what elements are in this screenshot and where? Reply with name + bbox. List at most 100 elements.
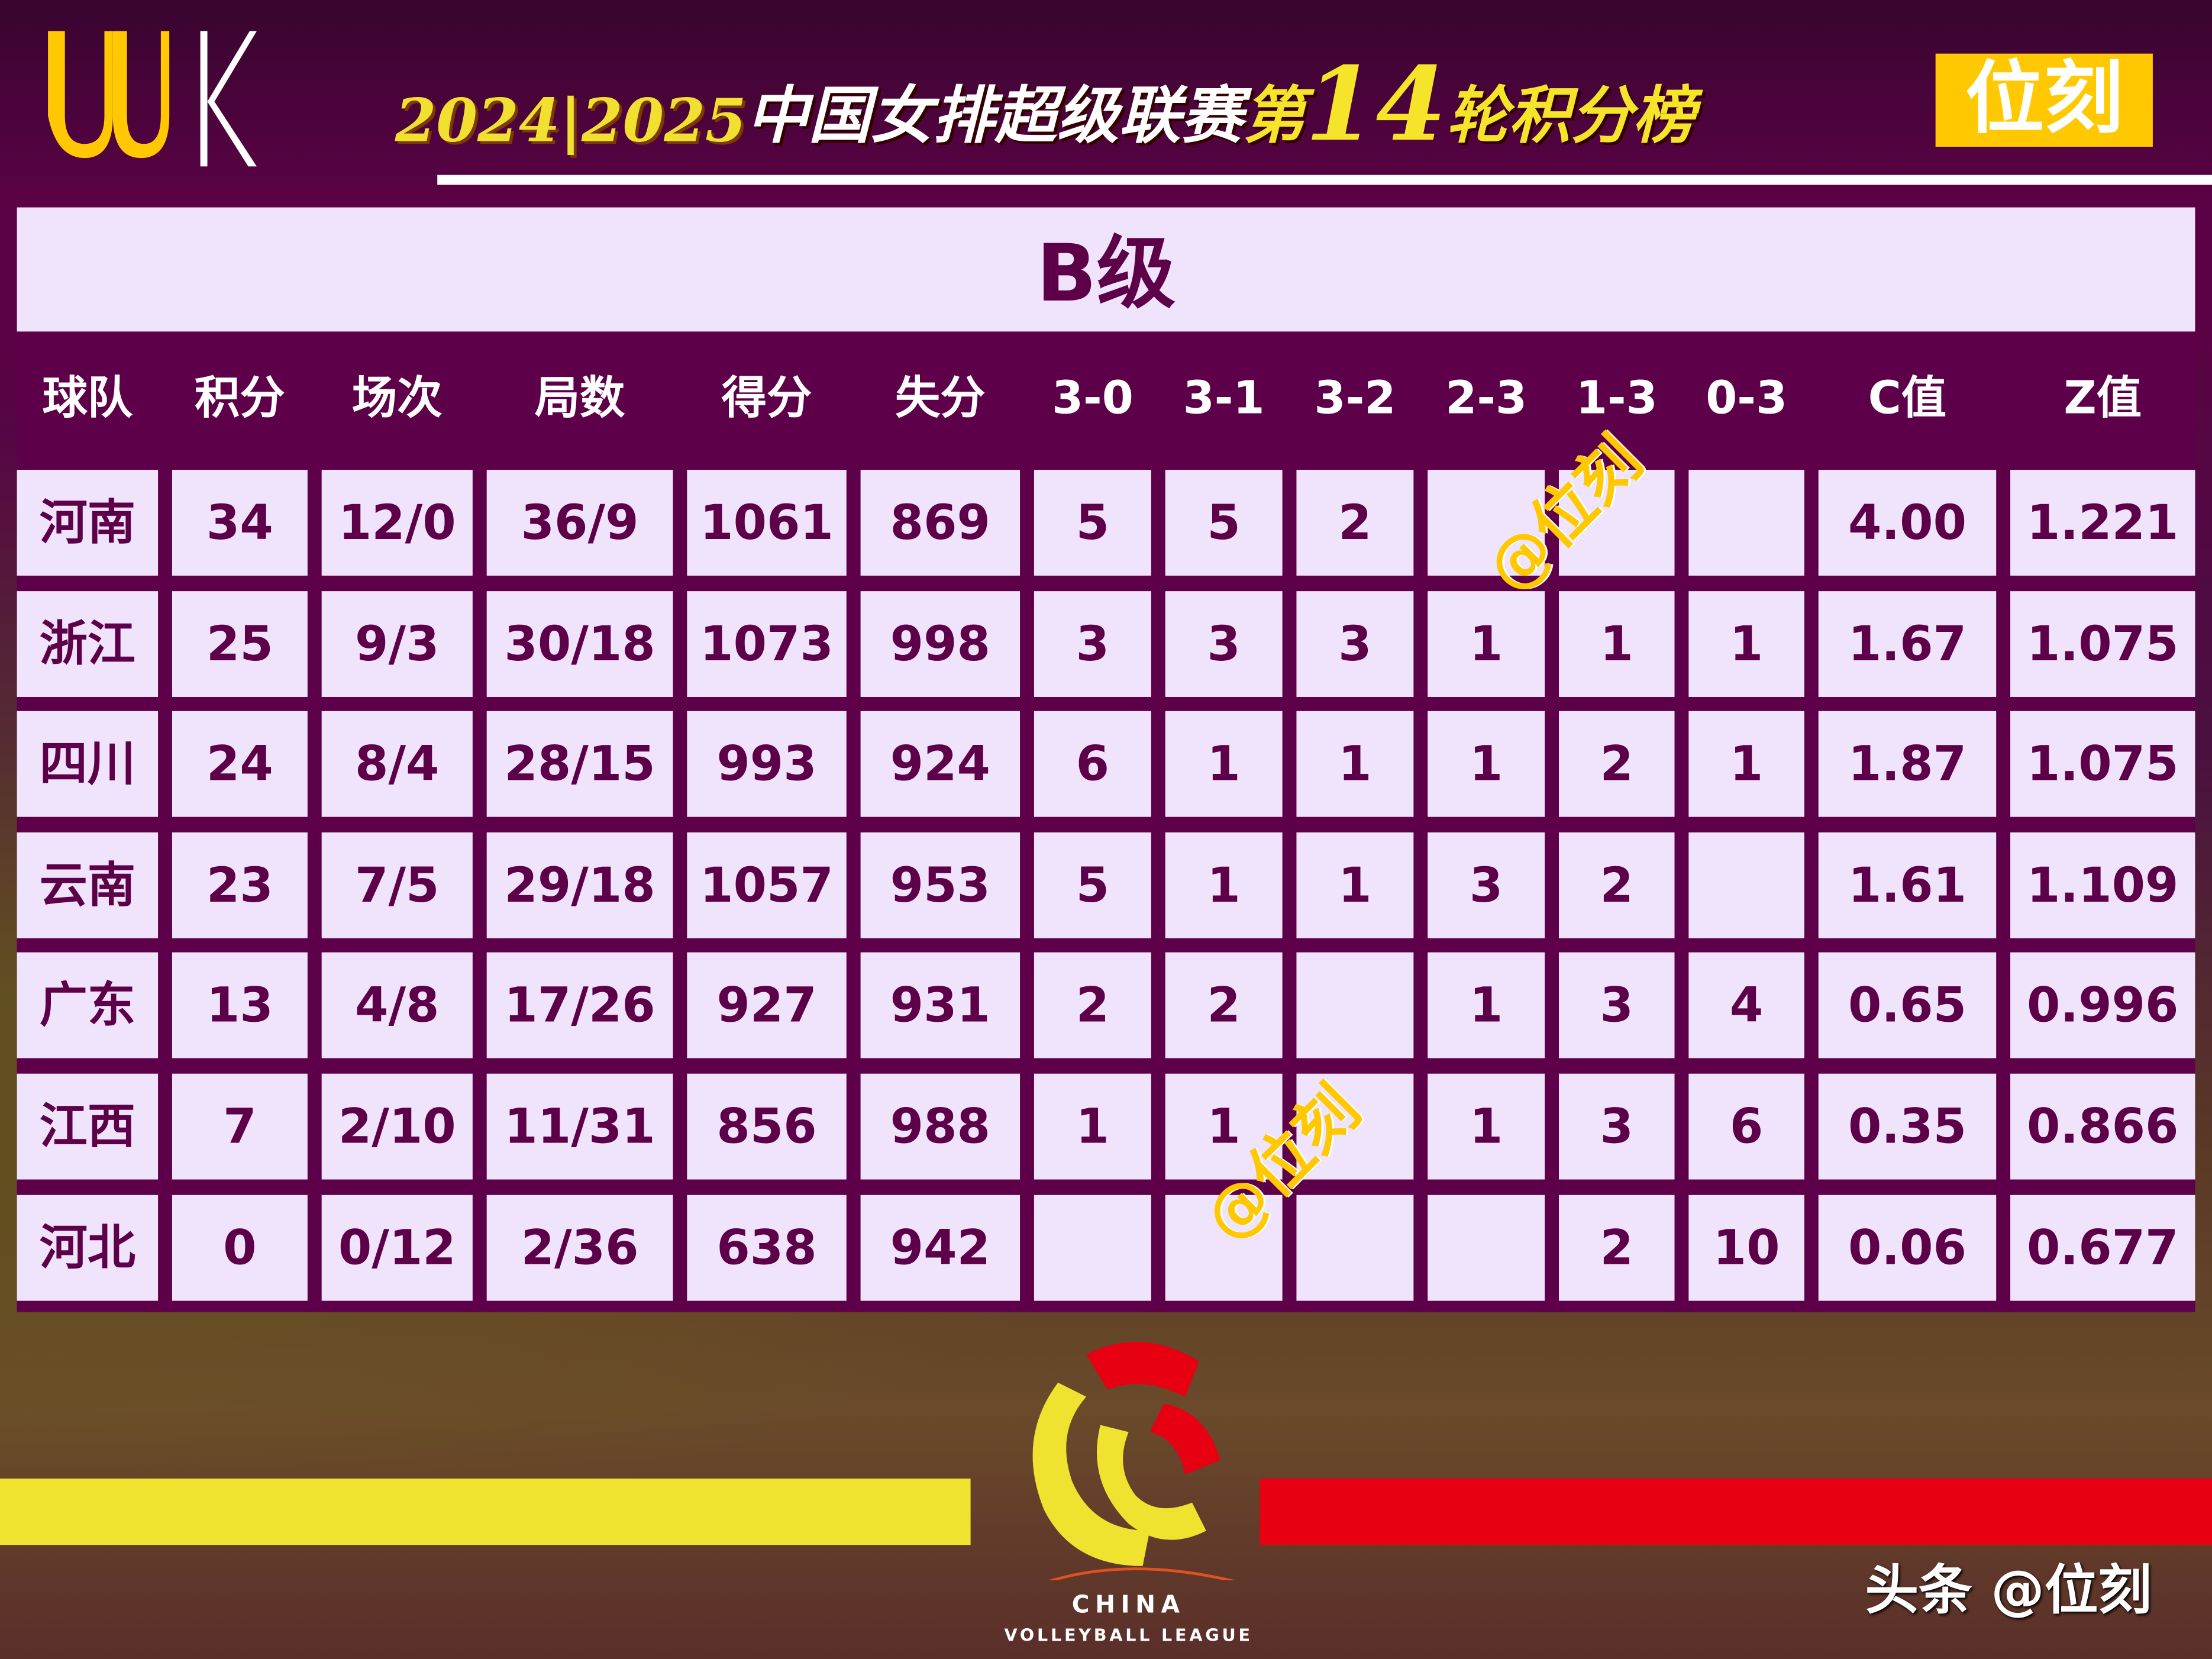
table-cell: 1 bbox=[1165, 711, 1283, 818]
league-logo-line1: CHINA bbox=[1071, 1591, 1186, 1620]
table-cell: 34 bbox=[172, 470, 308, 576]
header-divider bbox=[437, 175, 2212, 185]
title-tail: 轮积分榜 bbox=[1446, 80, 1695, 153]
column-header: 局数 bbox=[534, 371, 625, 425]
table-cell: 1.109 bbox=[2010, 832, 2195, 938]
table-cell: 17/26 bbox=[486, 953, 673, 1059]
table-cell: 1 bbox=[1428, 1073, 1545, 1180]
table-cell: 9/3 bbox=[321, 590, 473, 697]
team-name-cell: 河南 bbox=[17, 470, 159, 576]
table-cell: 1.67 bbox=[1818, 590, 1997, 697]
table-cell: 6 bbox=[1688, 1073, 1804, 1180]
table-cell: 5 bbox=[1034, 832, 1151, 938]
league-name: 中国女排超级联赛 bbox=[746, 80, 1244, 153]
league-logo-line2: VOLLEYBALL LEAGUE bbox=[1004, 1625, 1253, 1645]
table-cell: 5 bbox=[1034, 470, 1151, 576]
table-cell: 10 bbox=[1688, 1194, 1804, 1300]
column-header: 场次 bbox=[351, 371, 443, 425]
table-cell: 4.00 bbox=[1818, 470, 1997, 576]
volleyball-league-logo bbox=[1032, 1342, 1236, 1580]
column-header: C值 bbox=[1868, 371, 1947, 425]
table-cell bbox=[1165, 1194, 1283, 1300]
table-cell bbox=[1296, 953, 1414, 1059]
table-cell: 24 bbox=[172, 711, 308, 818]
table-cell: 30/18 bbox=[486, 590, 673, 697]
table-cell: 0.866 bbox=[2010, 1073, 2195, 1180]
table-cell: 998 bbox=[860, 590, 1021, 697]
column-header: 0-3 bbox=[1706, 371, 1788, 425]
team-name-cell: 广东 bbox=[17, 953, 159, 1059]
table-cell: 1 bbox=[1428, 711, 1545, 818]
table-cell: 5 bbox=[1165, 470, 1283, 576]
team-name-cell: 江西 bbox=[17, 1073, 159, 1180]
table-cell: 1057 bbox=[687, 832, 847, 938]
table-cell: 1 bbox=[1296, 832, 1414, 938]
table-cell: 28/15 bbox=[486, 711, 673, 818]
table-cell: 0/12 bbox=[321, 1194, 473, 1300]
table-cell: 23 bbox=[172, 832, 308, 938]
column-header: 失分 bbox=[895, 371, 986, 425]
table-cell: 2 bbox=[1558, 1194, 1675, 1300]
table-cell: 1.221 bbox=[2010, 470, 2195, 576]
table-cell: 3 bbox=[1558, 953, 1675, 1059]
table-cell bbox=[1688, 470, 1804, 576]
table-cell: 6 bbox=[1034, 711, 1151, 818]
table-cell: 36/9 bbox=[486, 470, 673, 576]
table-cell: 13 bbox=[172, 953, 308, 1059]
table-cell bbox=[1428, 1194, 1545, 1300]
table-cell: 3 bbox=[1165, 590, 1283, 697]
table-cell bbox=[1034, 1194, 1151, 1300]
table-cell: 1.075 bbox=[2010, 590, 2195, 697]
table-cell bbox=[1688, 832, 1804, 938]
table-cell: 924 bbox=[860, 711, 1021, 818]
uuk-logo bbox=[48, 31, 257, 167]
team-name-cell: 浙江 bbox=[17, 590, 159, 697]
column-header: 积分 bbox=[195, 371, 285, 425]
table-cell: 1.075 bbox=[2010, 711, 2195, 818]
table-cell bbox=[1558, 470, 1675, 576]
round-number: 14 bbox=[1304, 43, 1446, 164]
table-cell: 1 bbox=[1165, 832, 1283, 938]
table-cell: 1.61 bbox=[1818, 832, 1997, 938]
table-cell: 3 bbox=[1034, 590, 1151, 697]
column-header: Z值 bbox=[2064, 371, 2142, 425]
table-cell: 1 bbox=[1688, 711, 1804, 818]
table-cell: 1 bbox=[1428, 590, 1545, 697]
column-header: 球队 bbox=[42, 371, 133, 425]
table-cell: 1 bbox=[1558, 590, 1675, 697]
table-cell: 4 bbox=[1688, 953, 1804, 1059]
table-cell: 993 bbox=[687, 711, 847, 818]
grade-title: B级 bbox=[17, 207, 2195, 332]
brand-badge: 位刻 bbox=[1935, 53, 2153, 147]
team-name-cell: 云南 bbox=[17, 832, 159, 938]
table-cell: 931 bbox=[860, 953, 1021, 1059]
table-cell: 0.06 bbox=[1818, 1194, 1997, 1300]
table-cell bbox=[1296, 1073, 1414, 1180]
table-cell: 0.996 bbox=[2010, 953, 2195, 1059]
column-header: 1-3 bbox=[1575, 371, 1658, 425]
season-year: 2024|2025 bbox=[395, 86, 747, 156]
table-cell: 2 bbox=[1034, 953, 1151, 1059]
table-cell: 3 bbox=[1428, 832, 1545, 938]
table-cell: 856 bbox=[687, 1073, 847, 1180]
table-cell: 942 bbox=[860, 1194, 1021, 1300]
table-cell: 4/8 bbox=[321, 953, 473, 1059]
standings-table: B级 球队 积分 场次 局数 得分 失分 3-0 3-1 3-2 2-3 1-3 0-3 C值 Z值 河南 3… bbox=[17, 207, 2195, 1312]
table-cell: 869 bbox=[860, 470, 1021, 576]
table-cell: 927 bbox=[687, 953, 847, 1059]
table-cell: 2/10 bbox=[321, 1073, 473, 1180]
table-cell: 0.35 bbox=[1818, 1073, 1997, 1180]
team-name-cell: 河北 bbox=[17, 1194, 159, 1300]
table-cell: 2 bbox=[1558, 832, 1675, 938]
table-cell: 1061 bbox=[687, 470, 847, 576]
table-cell: 1073 bbox=[687, 590, 847, 697]
table-cell: 12/0 bbox=[321, 470, 473, 576]
red-bar bbox=[1260, 1479, 2212, 1545]
table-cell: 25 bbox=[172, 590, 308, 697]
table-cell: 2 bbox=[1558, 711, 1675, 818]
column-header: 得分 bbox=[721, 371, 812, 425]
table-cell: 2 bbox=[1296, 470, 1414, 576]
table-cell: 988 bbox=[860, 1073, 1021, 1180]
column-header: 2-3 bbox=[1445, 371, 1528, 425]
